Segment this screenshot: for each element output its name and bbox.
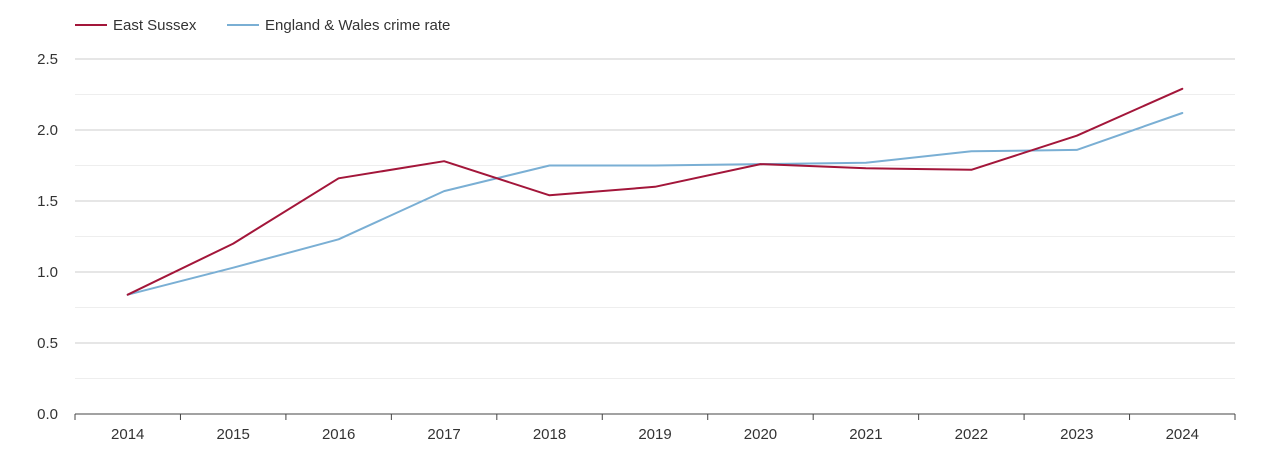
x-tick-label: 2014 (111, 426, 144, 443)
series-line-england-wales-crime-rate (126, 112, 1184, 296)
y-tick-label: 1.5 (37, 193, 58, 210)
series-lines (126, 87, 1184, 296)
x-tick-label: 2022 (955, 426, 988, 443)
x-tick-label: 2017 (427, 426, 460, 443)
y-tick-label: 2.5 (37, 51, 58, 68)
x-tick-label: 2016 (322, 426, 355, 443)
x-tick-label: 2019 (638, 426, 671, 443)
x-tick-label: 2023 (1060, 426, 1093, 443)
grid-lines (75, 58, 1235, 415)
y-tick-label: 0.0 (37, 406, 58, 423)
y-tick-label: 1.0 (37, 264, 58, 281)
x-tick-label: 2020 (744, 426, 777, 443)
x-axis: 2014 2015 2016 2017 2018 2019 2020 2021 2022 2023… (74, 414, 1236, 443)
legend-label-east-sussex: East Sussex (113, 17, 197, 34)
series-line-east-sussex (126, 87, 1184, 296)
legend-label-england-wales: England & Wales crime rate (265, 17, 450, 34)
x-tick-label: 2024 (1166, 426, 1199, 443)
x-tick-label: 2018 (533, 426, 566, 443)
y-tick-label: 0.5 (37, 335, 58, 352)
x-tick-label: 2015 (216, 426, 249, 443)
y-tick-label: 2.0 (37, 122, 58, 139)
x-tick-label: 2021 (849, 426, 882, 443)
legend: East Sussex England & Wales crime rate (75, 17, 450, 34)
y-axis: 0.0 0.5 1.0 1.5 2.0 2.5 (37, 51, 58, 423)
